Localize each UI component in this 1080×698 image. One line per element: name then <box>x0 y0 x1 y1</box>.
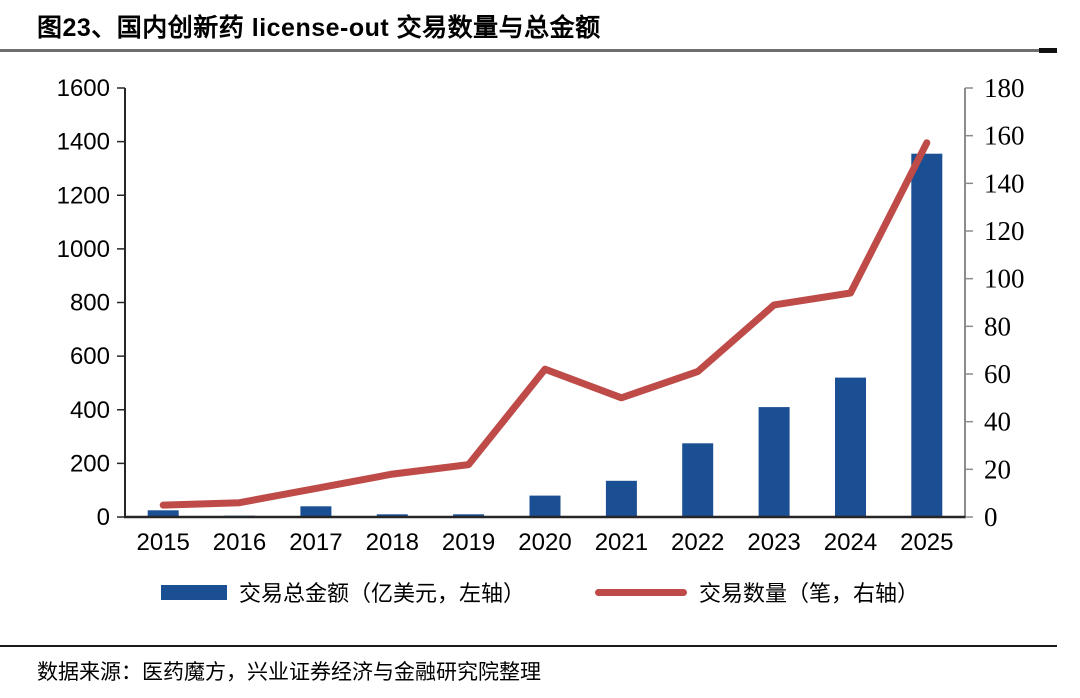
legend-item-count: 交易数量（笔，右轴） <box>595 576 919 608</box>
figure-title: 图23、国内创新药 license-out 交易数量与总金额 <box>37 14 601 42</box>
combo-chart: 0 200 400 600 800 1000 1200 1400 1600 0 20 40 60 80 10… <box>57 73 1025 556</box>
left-axis-tick-label: 200 <box>70 450 110 477</box>
left-axis-tick-label: 400 <box>70 397 110 424</box>
left-axis-tick-label: 1200 <box>57 182 110 209</box>
x-axis-label-2025: 2025 <box>900 529 953 556</box>
right-axis-tick-label: 120 <box>984 216 1025 246</box>
data-source-note: 数据来源：医药魔方，兴业证券经济与金融研究院整理 <box>37 661 541 684</box>
title-divider <box>0 48 1057 53</box>
right-axis-tick-label: 160 <box>984 121 1025 151</box>
bar-2019 <box>453 514 485 517</box>
x-axis-label-2020: 2020 <box>518 529 571 556</box>
transaction-count-line <box>159 139 931 509</box>
right-axis-tick-label: 40 <box>984 407 1011 437</box>
x-axis-label-2017: 2017 <box>289 529 342 556</box>
bar-2025 <box>911 153 943 517</box>
right-axis-tick-label: 60 <box>984 359 1011 389</box>
x-axis-label-2024: 2024 <box>824 529 877 556</box>
bar-2015 <box>147 510 179 517</box>
left-axis-tick-label: 600 <box>70 343 110 370</box>
x-axis-label-2016: 2016 <box>213 529 266 556</box>
line-legend-swatch <box>595 588 687 596</box>
bar-2018 <box>376 514 408 517</box>
bar-2024 <box>835 377 866 517</box>
x-axis-label-2021: 2021 <box>595 529 648 556</box>
right-axis-tick-label: 180 <box>984 73 1025 103</box>
right-axis-tick-label: 140 <box>984 168 1025 198</box>
left-axis-tick-label: 0 <box>97 504 110 531</box>
footer-divider <box>0 645 1057 647</box>
legend-label-amount: 交易总金额（亿美元，左轴） <box>238 581 525 606</box>
left-axis-tick-label: 1000 <box>57 236 110 263</box>
right-axis-tick-label: 80 <box>984 311 1011 341</box>
x-axis-label-2018: 2018 <box>366 529 419 556</box>
left-axis-tick-label: 1600 <box>57 75 110 102</box>
bar-2023 <box>758 407 790 517</box>
x-axis-label-2019: 2019 <box>442 529 495 556</box>
bar-2017 <box>300 506 332 517</box>
bar-legend-swatch <box>160 584 227 600</box>
bar-2022 <box>682 443 714 517</box>
right-axis-tick-label: 0 <box>984 502 998 532</box>
x-axis-label-2022: 2022 <box>671 529 724 556</box>
x-axis-label-2015: 2015 <box>137 529 190 556</box>
bar-2021 <box>605 480 637 517</box>
legend-item-amount: 交易总金额（亿美元，左轴） <box>160 576 525 608</box>
left-axis-tick-label: 800 <box>70 290 110 317</box>
left-axis-tick-label: 1400 <box>57 129 110 156</box>
x-axis-label-2023: 2023 <box>747 529 800 556</box>
bar-2020 <box>529 495 561 517</box>
chart-legend: 交易总金额（亿美元，左轴） 交易数量（笔，右轴） <box>0 576 1080 608</box>
right-axis-tick-label: 20 <box>984 454 1011 484</box>
right-axis-tick-label: 100 <box>984 264 1025 294</box>
legend-label-count: 交易数量（笔，右轴） <box>699 581 920 606</box>
title-divider-tip <box>1039 48 1057 53</box>
